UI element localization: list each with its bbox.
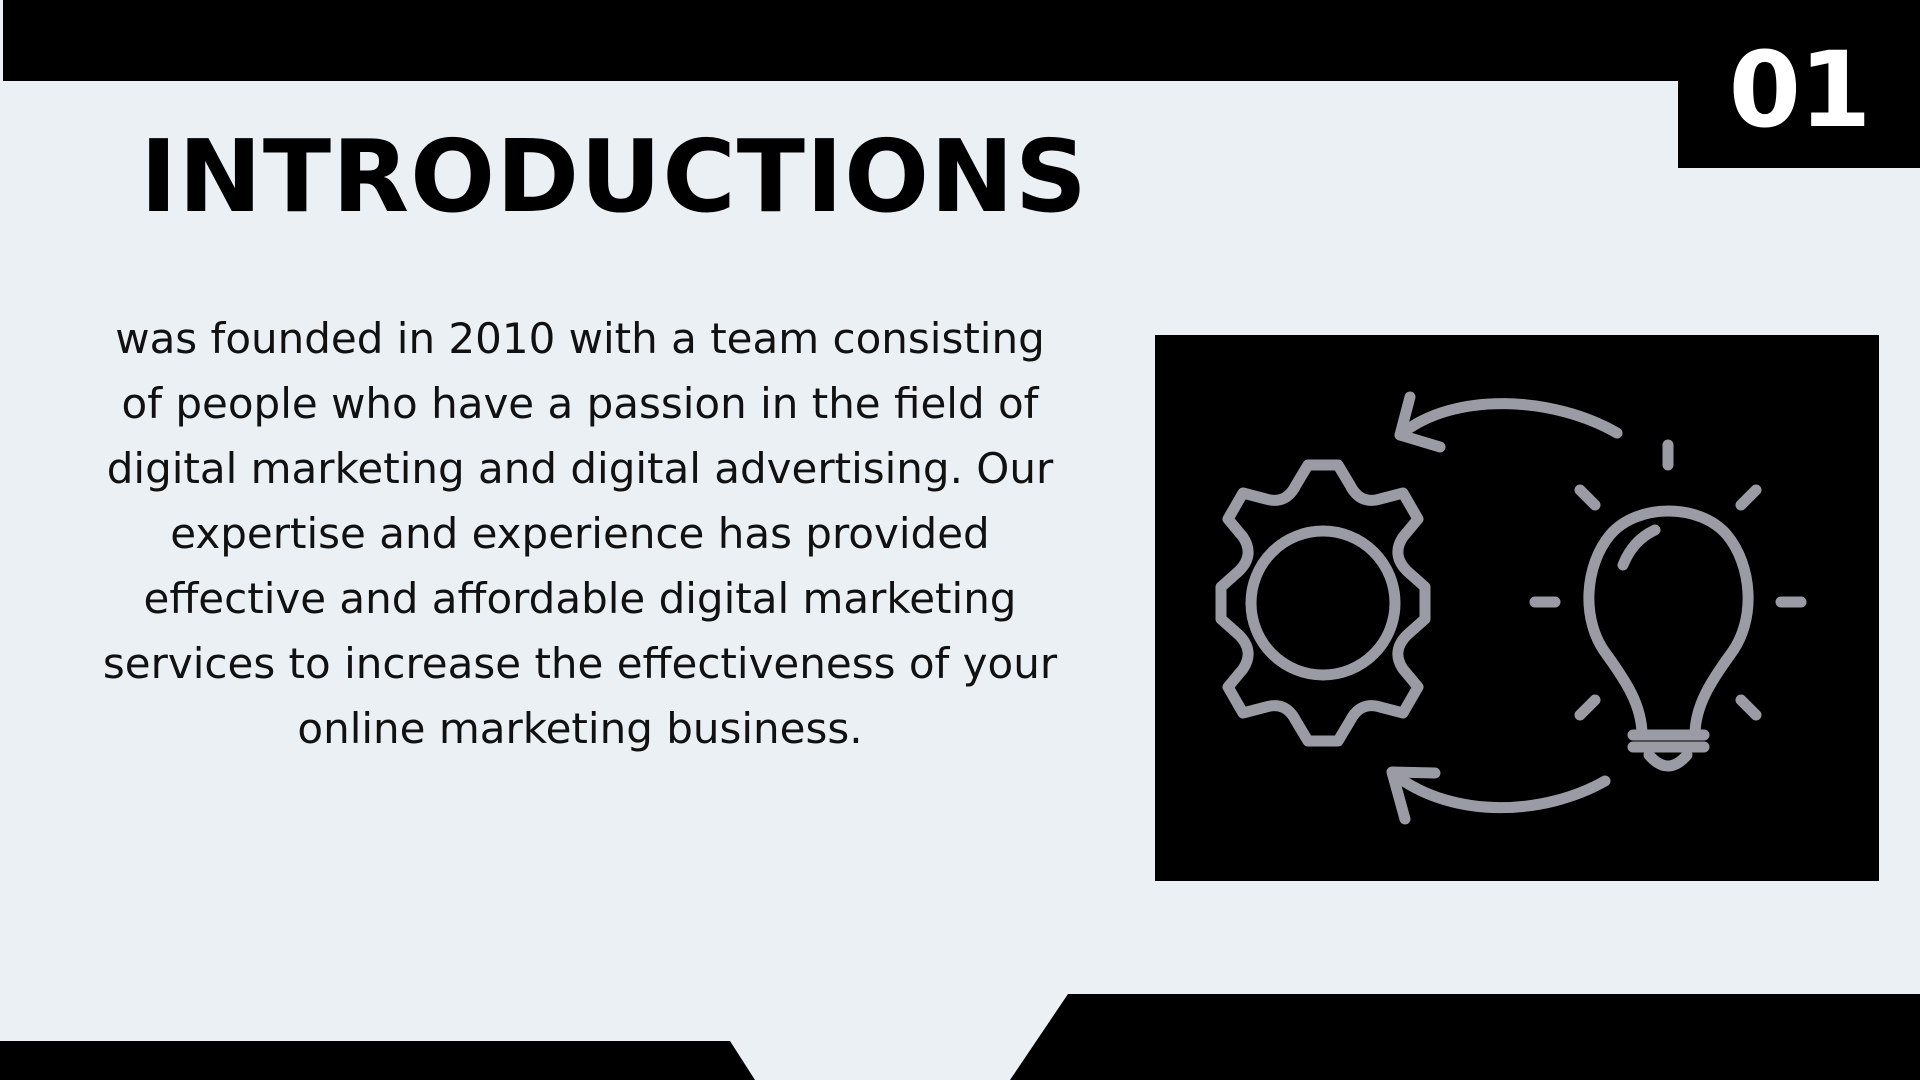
top-arrow-head-icon (1394, 391, 1446, 453)
top-bar (3, 0, 1920, 81)
bottom-decoration (0, 994, 1920, 1080)
bottom-right-shape (1010, 994, 1920, 1080)
slide-title: INTRODUCTIONS (140, 118, 1088, 235)
top-cycle-arrow-icon (1394, 398, 1623, 441)
bottom-cycle-arrow-icon (1389, 769, 1611, 814)
slide-number-tab (1678, 0, 1920, 168)
bottom-arrow-head-icon (1386, 766, 1441, 825)
illustration-panel (1155, 335, 1879, 881)
gear-lightbulb-cycle-icon (1215, 391, 1807, 825)
gear-icon (1215, 459, 1431, 747)
bottom-left-shape (0, 1041, 755, 1080)
slide-number: 01 (1728, 29, 1872, 151)
lightbulb-icon (1529, 439, 1807, 772)
intro-paragraph: was founded in 2010 with a team consisti… (102, 314, 1058, 753)
